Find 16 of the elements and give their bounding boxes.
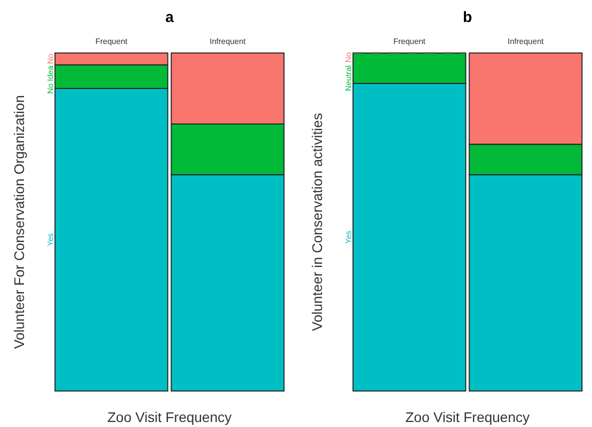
y-axis-title: Volunteer For Conservation Organization [11,95,27,349]
x-tick-label: Infrequent [210,37,246,46]
text: No Idea [46,65,55,94]
x-axis-title: Zoo Visit Frequency [107,409,232,425]
chart-title: b [462,9,472,26]
text: No [344,52,353,63]
x-tick-label: Frequent [393,37,426,46]
x-tick-label: Infrequent [508,37,544,46]
chart-title: a [165,9,174,26]
text: Yes [344,230,353,244]
text: No [46,53,55,64]
x-tick-label: Frequent [95,37,128,46]
text: Yes [46,233,55,246]
x-axis-title: Zoo Visit Frequency [405,409,530,425]
text: Neutral [344,65,353,92]
y-axis-title: Volunteer in Conservation activities [309,113,325,331]
